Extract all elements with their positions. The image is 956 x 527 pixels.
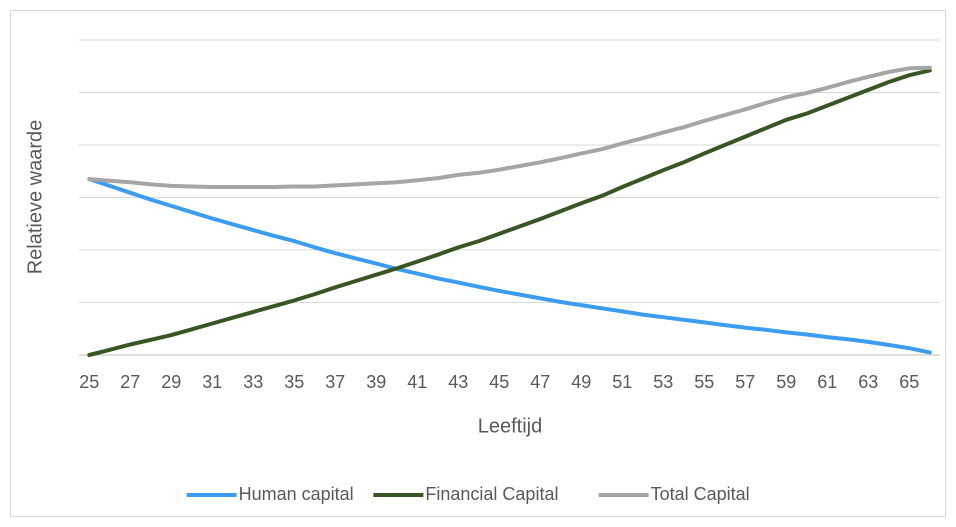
y-axis-title: Relatieve waarde [24,120,46,275]
x-tick-label: 41 [407,372,427,392]
x-tick-label: 57 [735,372,755,392]
x-tick-label: 65 [899,372,919,392]
x-tick-label: 53 [653,372,673,392]
x-tick-label: 35 [284,372,304,392]
series-line [87,68,932,357]
x-tick-label: 43 [448,372,468,392]
legend-label: Total Capital [651,484,750,504]
x-tick-label: 55 [694,372,714,392]
x-tick-label: 25 [79,372,99,392]
series-line [87,65,932,189]
x-tick-label: 49 [571,372,591,392]
x-tick-label: 61 [817,372,837,392]
x-tick-label: 63 [858,372,878,392]
series-line [87,177,932,355]
x-tick-label: 27 [120,372,140,392]
x-tick-label: 29 [161,372,181,392]
chart-frame [10,10,946,517]
x-tick-label: 59 [776,372,796,392]
x-tick-label: 39 [366,372,386,392]
x-tick-label: 51 [612,372,632,392]
x-tick-label: 37 [325,372,345,392]
x-tick-label: 33 [243,372,263,392]
x-tick-label: 31 [202,372,222,392]
x-tick-label: 47 [530,372,550,392]
x-tick-label: 45 [489,372,509,392]
legend-label: Human capital [239,484,354,504]
x-axis-title: Leeftijd [478,415,543,437]
legend-label: Financial Capital [425,484,558,504]
